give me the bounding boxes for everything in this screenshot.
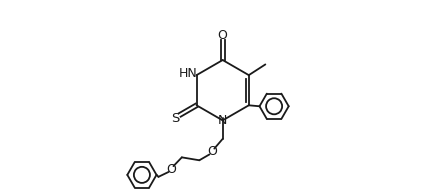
Text: O: O <box>218 29 227 42</box>
Text: O: O <box>207 145 217 158</box>
Text: N: N <box>218 114 227 127</box>
Text: S: S <box>172 112 180 125</box>
Text: O: O <box>166 162 176 176</box>
Text: HN: HN <box>179 67 198 80</box>
